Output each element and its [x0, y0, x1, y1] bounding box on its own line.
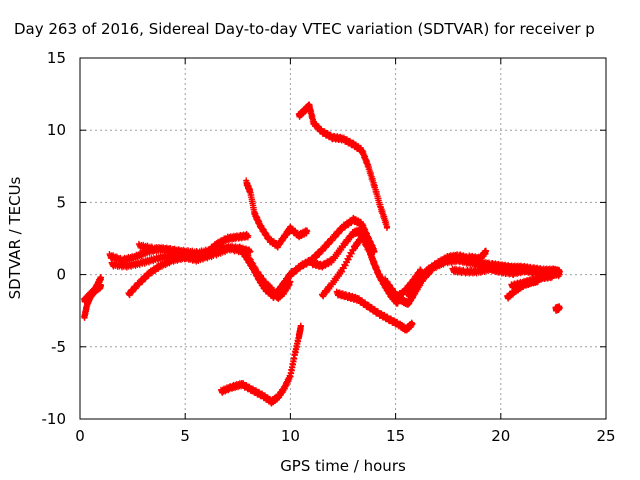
data-point: [247, 248, 254, 255]
series-s21: [552, 303, 563, 314]
y-tick-label: -5: [51, 338, 66, 356]
data-point: [556, 268, 563, 275]
data-point: [409, 320, 416, 327]
series-s15: [333, 288, 416, 334]
x-tick-label: 5: [180, 427, 190, 445]
y-axis-label: SDTVAR / TECUs: [6, 176, 24, 299]
x-tick-label: 25: [596, 427, 615, 445]
x-tick-label: 15: [386, 427, 405, 445]
x-axis-label: GPS time / hours: [280, 457, 406, 475]
data-point: [245, 232, 252, 239]
y-tick-label: 0: [56, 266, 66, 284]
x-tick-label: 0: [75, 427, 85, 445]
data-point: [297, 323, 304, 330]
series-s2: [81, 281, 105, 305]
data-point: [394, 300, 401, 307]
y-tick-label: 10: [47, 121, 66, 139]
series-s10: [217, 322, 304, 407]
data-point: [384, 223, 391, 230]
series-s22: [466, 247, 490, 264]
series-s12: [276, 214, 378, 293]
data-point: [98, 283, 105, 290]
grid-lines: [80, 58, 606, 419]
y-tick-label: 15: [47, 49, 66, 67]
plot-area-frame: [79, 57, 607, 420]
series-s20: [508, 271, 557, 291]
data-point: [550, 273, 557, 280]
data-points: [81, 101, 563, 407]
series-s6: [135, 240, 254, 258]
chart-title: Day 263 of 2016, Sidereal Day-to-day VTE…: [14, 20, 595, 38]
data-point: [556, 304, 563, 311]
series-s8: [245, 252, 294, 303]
data-point: [483, 248, 490, 255]
data-point: [417, 267, 424, 274]
data-point: [304, 228, 311, 235]
axis-ticks: 0 5 10 15 20 25 -10 -5 0 5 10 15: [42, 49, 616, 445]
y-tick-label: -10: [42, 410, 67, 428]
x-tick-label: 10: [281, 427, 300, 445]
y-tick-label: 5: [56, 193, 66, 211]
series-s9: [243, 177, 311, 251]
x-tick-label: 20: [491, 427, 510, 445]
data-point: [98, 274, 105, 281]
series-s11: [295, 101, 391, 231]
